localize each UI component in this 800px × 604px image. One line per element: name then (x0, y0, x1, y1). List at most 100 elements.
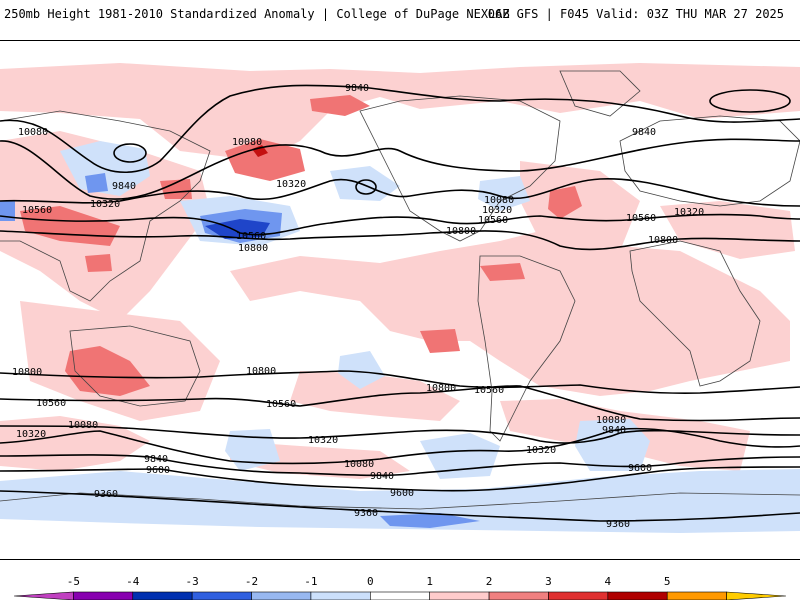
contour-label: 9360 (94, 489, 118, 500)
colorbar-tick-label: -2 (245, 575, 258, 588)
contour-label: 10560 (266, 399, 296, 410)
coastline-south-america (477, 255, 576, 442)
contour-line (0, 138, 800, 200)
coastline-antarctica (0, 492, 800, 510)
anomaly-region (225, 139, 305, 181)
contour-label: 10560 (478, 215, 508, 226)
contour-line (0, 427, 800, 465)
colorbar-tick-label: -4 (126, 575, 140, 588)
colorbar-segment (429, 591, 490, 601)
contour-line (0, 385, 800, 422)
contour-label: 10800 (12, 367, 42, 378)
contour-label: 10800 (238, 243, 268, 254)
anomaly-region (225, 429, 280, 471)
contour-label: 10080 (344, 459, 374, 470)
colorbar-tick-label: 1 (426, 575, 433, 588)
colorbar-segment (73, 591, 134, 601)
anomaly-region (0, 469, 800, 533)
map-canvas: 9840 10080 9840 10320 10560 10080 10320 … (0, 63, 800, 533)
contour-label: 10080 (232, 137, 262, 148)
contour-line (0, 178, 800, 207)
contour-line (0, 230, 800, 251)
anomaly-region (520, 161, 640, 263)
contour-label: 9840 (144, 454, 168, 465)
anomaly-region (85, 173, 108, 193)
contour-label: 10800 (246, 366, 276, 377)
colorbar-segment (607, 591, 668, 601)
contour-label: 10320 (482, 205, 512, 216)
colorbar-tick-label: 5 (664, 575, 671, 588)
contour-label: 9360 (354, 508, 378, 519)
coastline-africa (629, 240, 761, 387)
contour-line (0, 454, 800, 477)
contour-closed-low (113, 143, 147, 163)
contour-label: 10320 (674, 207, 704, 218)
contour-label: 10320 (276, 179, 306, 190)
contour-label: 9360 (606, 519, 630, 530)
colorbar-tick-label: -3 (186, 575, 199, 588)
contour-closed-low (355, 179, 377, 195)
contour-label: 10800 (648, 235, 678, 246)
contour-label: 10800 (426, 383, 456, 394)
header: 250mb Height 1981-2010 Standardized Anom… (0, 0, 800, 36)
contour-line (0, 370, 800, 394)
positive-anomalies-moderate (20, 95, 582, 396)
colorbar-tick-label: -1 (304, 575, 317, 588)
contour-line (0, 490, 800, 522)
anomaly-region (380, 513, 480, 528)
colorbar-tick-label: -5 (67, 575, 80, 588)
coastline-eurasia (0, 110, 211, 302)
colorbar-segment (666, 591, 727, 601)
run-info: 06Z GFS | F045 Valid: 03Z THU MAR 27 202… (487, 7, 784, 21)
coastline-australia (69, 325, 201, 407)
contour-label: 10560 (36, 398, 66, 409)
colorbar-segment (726, 591, 787, 601)
contour-label: 10320 (308, 435, 338, 446)
colorbar-segment (488, 591, 549, 601)
anomaly-region (480, 263, 525, 281)
contour-label: 10320 (16, 429, 46, 440)
contour-label: 10560 (626, 213, 656, 224)
contour-label: 10080 (68, 420, 98, 431)
coastline-north-america (359, 95, 561, 242)
anomaly-region (65, 346, 150, 396)
colorbar-tick-label: 2 (486, 575, 493, 588)
positive-anomalies (0, 63, 800, 479)
contour-label: 9600 (628, 463, 652, 474)
contour-label: 10560 (236, 231, 266, 242)
colorbar-segment (13, 591, 74, 601)
contour-label: 9600 (390, 488, 414, 499)
contour-label: 10800 (446, 226, 476, 237)
colorbar-segment (310, 591, 371, 601)
colorbar-tick-label: 0 (367, 575, 374, 588)
anomaly-region (478, 176, 530, 211)
coastline-europe (619, 115, 800, 207)
colorbar-ticks: -5 -4 -3 -2 -1 0 1 2 3 4 5 (67, 575, 671, 588)
coastlines (0, 70, 800, 510)
colorbar-tick-label: 4 (605, 575, 612, 588)
colorbar-segment (251, 591, 312, 601)
anomaly-region (420, 329, 460, 353)
colorbar-legend: -5 -4 -3 -2 -1 0 1 2 3 4 5 (0, 570, 800, 601)
colorbar-segment (132, 591, 193, 601)
contour-label: 9840 (112, 181, 136, 192)
contour-label: 9840 (632, 127, 656, 138)
contour-label: 10080 (18, 127, 48, 138)
anomaly-region (548, 186, 582, 219)
contour-label: 9840 (602, 425, 626, 436)
contour-label: 10560 (474, 385, 504, 396)
contour-line (0, 213, 800, 236)
anomaly-region (0, 416, 150, 471)
map-title: 250mb Height 1981-2010 Standardized Anom… (4, 7, 510, 21)
colorbar-segment (548, 591, 609, 601)
contour-label: 9840 (345, 83, 369, 94)
colorbar-segments (13, 591, 787, 601)
anomaly-region (0, 63, 800, 161)
colorbar-svg: -5 -4 -3 -2 -1 0 1 2 3 4 5 (13, 575, 787, 601)
contour-line (0, 466, 800, 492)
contour-label: 10560 (22, 205, 52, 216)
anomaly-region (230, 226, 790, 396)
colorbar-segment (370, 591, 430, 601)
anomaly-region (160, 179, 192, 199)
colorbar-tick-label: 3 (545, 575, 552, 588)
